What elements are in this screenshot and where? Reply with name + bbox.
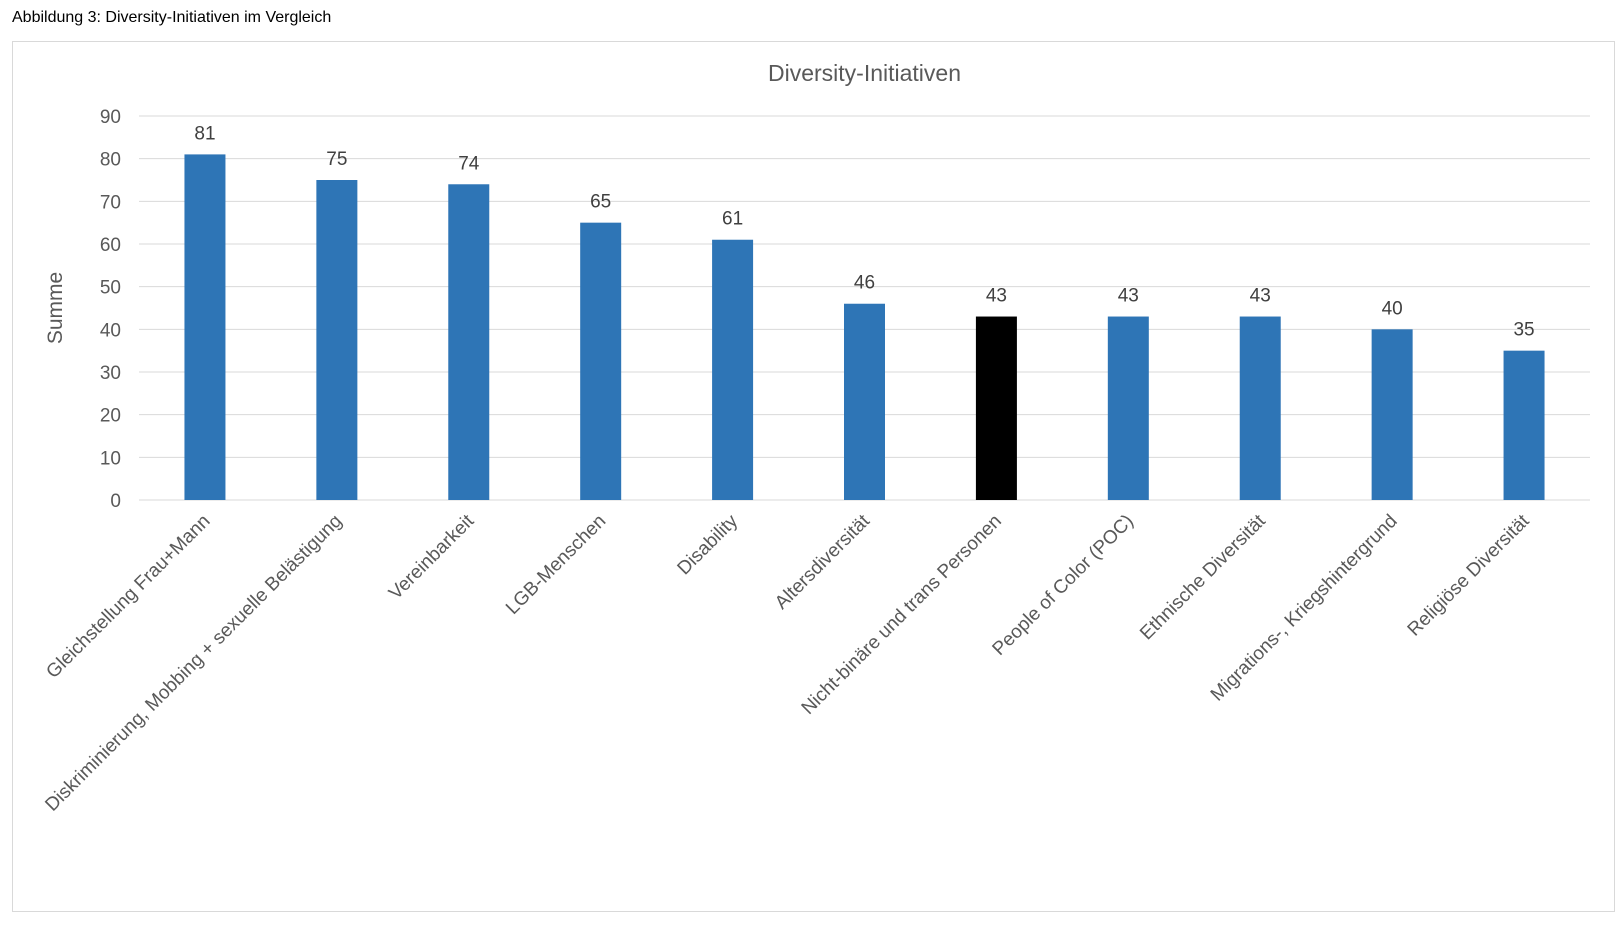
y-axis-tick-labels: 0 10 20 30 40 50 60 70 80 90 [100,107,121,512]
data-label: 74 [458,153,480,174]
y-tick-label: 60 [100,235,121,256]
y-axis-title: Summe [44,272,67,344]
figure-caption: Abbildung 3: Diversity-Initiativen im Ve… [12,9,332,26]
x-category-label: People of Color (POC) [989,511,1138,660]
data-label: 43 [1118,286,1139,307]
data-label: 75 [326,149,347,170]
y-tick-label: 40 [100,320,121,341]
x-category-label: Disability [674,510,743,579]
x-category-label: Vereinbarkeit [385,510,479,604]
bar [975,316,1017,500]
y-tick-label: 20 [100,406,121,427]
data-label: 81 [194,123,215,144]
data-label: 35 [1513,320,1534,341]
x-axis-category-labels: Gleichstellung Frau+MannDiskriminierung,… [41,510,1534,815]
data-label: 65 [590,192,611,213]
data-label: 40 [1382,298,1403,319]
y-tick-label: 80 [100,150,121,171]
bar [316,180,358,500]
x-category-label: Diskriminierung, Mobbing + sexuelle Belä… [41,511,346,816]
y-tick-label: 90 [100,107,121,128]
bar [844,303,885,500]
y-tick-label: 30 [100,363,121,384]
bar [1107,316,1149,500]
x-category-label: Ethnische Diversität [1136,510,1270,644]
data-label: 43 [1250,286,1271,307]
bars [184,154,1545,500]
y-tick-label: 70 [100,192,121,213]
data-label: 46 [854,273,875,294]
bar [184,154,226,500]
bar [1371,329,1413,500]
bar [580,222,622,500]
y-tick-label: 0 [110,491,121,512]
chart-title: Diversity-Initiativen [768,60,961,86]
bar [712,239,754,500]
y-tick-label: 10 [100,448,121,469]
bar [448,184,490,500]
data-label: 61 [722,209,743,230]
chart-area [12,41,1615,912]
x-category-label: Altersdiversität [771,510,874,613]
data-labels: 81 75 74 65 61 46 43 43 43 40 35 [194,123,1534,340]
y-tick-label: 50 [100,278,121,299]
x-category-label: LGB-Menschen [502,511,610,619]
x-category-label: Religiöse Diversität [1404,510,1534,640]
data-label: 43 [986,286,1007,307]
bar [1503,350,1545,500]
bar [1239,316,1281,500]
